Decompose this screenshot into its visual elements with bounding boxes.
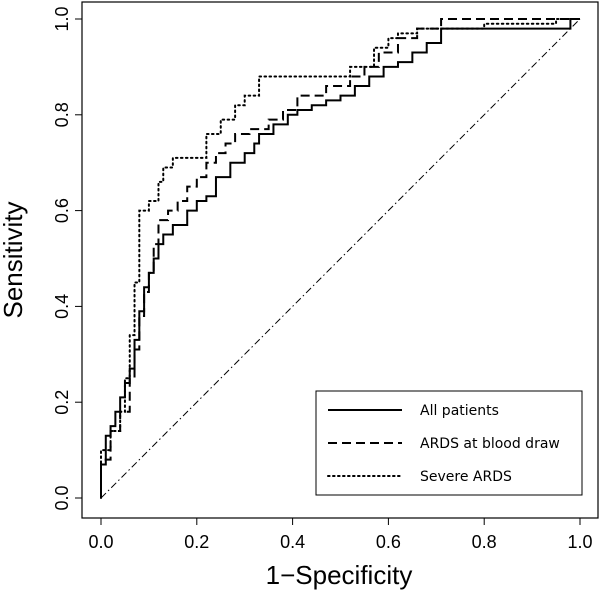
x-tick-label: 0.6 — [376, 532, 401, 552]
y-tick-label: 0.4 — [52, 294, 72, 319]
y-tick-label: 0.0 — [52, 485, 72, 510]
y-tick-label: 1.0 — [52, 6, 72, 31]
y-tick-label: 0.6 — [52, 198, 72, 223]
x-tick-label: 0.0 — [88, 532, 113, 552]
legend-label: All patients — [420, 403, 499, 419]
plot-frame — [81, 1, 599, 519]
x-tick-label: 0.4 — [280, 532, 305, 552]
legend: All patients ARDS at blood draw Severe ARD… — [315, 390, 583, 496]
plot-area — [81, 1, 599, 519]
series-group — [100, 18, 581, 499]
legend-label: ARDS at blood draw — [420, 436, 560, 452]
series-line-ards-at-blood-draw — [100, 18, 580, 498]
x-tick-label: 0.2 — [184, 532, 209, 552]
y-tick-label: 0.8 — [52, 102, 72, 127]
y-tick-label: 0.2 — [52, 390, 72, 415]
axes: 0.0 0.2 0.4 0.6 0.8 1.0 0.0 0.2 0.4 0.6 0.8 1.0 — [52, 6, 593, 552]
series-line-severe-ards — [100, 18, 581, 499]
x-tick-label: 1.0 — [567, 532, 592, 552]
legend-label: Severe ARDS — [420, 469, 512, 485]
reference-diagonal-line — [100, 18, 581, 499]
x-tick-label: 0.8 — [472, 532, 497, 552]
y-axis-label: Sensitivity — [0, 201, 28, 318]
x-axis-label: 1−Specificity — [266, 560, 413, 590]
